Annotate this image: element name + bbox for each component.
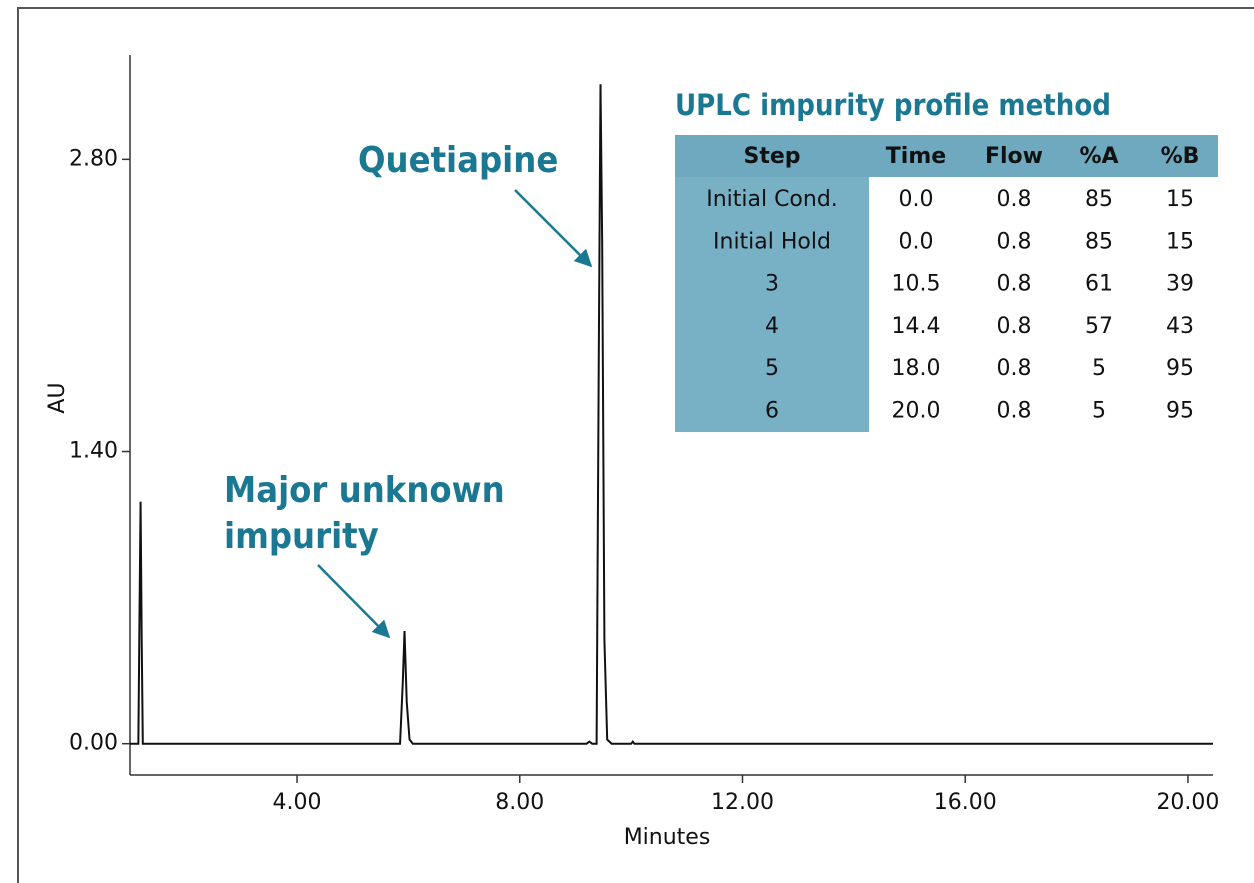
y-tick-label: 1.40: [69, 439, 118, 464]
table-cell: 95: [1166, 356, 1194, 381]
table-cell: 3: [765, 272, 779, 297]
table-cell: 5: [1092, 399, 1106, 424]
table-cell: 0.8: [997, 399, 1032, 424]
table-cell: 43: [1166, 314, 1194, 339]
table-cell: 5: [765, 356, 779, 381]
table-header: %B: [1161, 144, 1200, 169]
x-axis-label: Minutes: [624, 825, 711, 850]
table-header-bg: [675, 135, 1218, 177]
x-tick-label: 8.00: [495, 790, 544, 815]
table-cell: 61: [1085, 272, 1113, 297]
table-cell: 15: [1166, 229, 1194, 254]
table-header: Time: [886, 144, 946, 169]
arrow: [317, 564, 391, 639]
table-cell: 39: [1166, 272, 1194, 297]
table-cell: 4: [765, 314, 779, 339]
x-tick-label: 4.00: [273, 790, 322, 815]
table-cell: 85: [1085, 229, 1113, 254]
table: [675, 135, 1218, 432]
y-tick-label: 2.80: [69, 146, 118, 171]
annotation: impurity: [224, 516, 379, 557]
table-header: Flow: [985, 144, 1043, 169]
table-cell: 0.0: [899, 187, 934, 212]
table-cell: 0.8: [997, 272, 1032, 297]
x-tick-label: 16.00: [934, 790, 997, 815]
table-cell: 20.0: [892, 399, 941, 424]
table-cell: 95: [1166, 399, 1194, 424]
table-cell: 6: [765, 399, 779, 424]
table-cell: 10.5: [892, 272, 941, 297]
table-cell: 0.8: [997, 187, 1032, 212]
table-cell: 57: [1085, 314, 1113, 339]
table-cell: 5: [1092, 356, 1106, 381]
x-tick-label: 12.00: [711, 790, 774, 815]
y-tick-label: 0.00: [69, 731, 118, 756]
annotation: Major unknown: [224, 470, 505, 511]
table-cell: Initial Hold: [713, 229, 831, 254]
table-cell: 0.8: [997, 229, 1032, 254]
table-header: %A: [1079, 144, 1118, 169]
table-cell: 18.0: [892, 356, 941, 381]
table-cell: 85: [1085, 187, 1113, 212]
table-cell: 15: [1166, 187, 1194, 212]
y-axis-label: AU: [45, 382, 70, 413]
table-title: UPLC impurity profile method: [675, 88, 1111, 122]
table-column-bg: [675, 177, 869, 432]
trace: [130, 84, 1213, 745]
arrow: [514, 189, 593, 268]
table-cell: Initial Cond.: [706, 187, 838, 212]
table-cell: 14.4: [892, 314, 941, 339]
table-cell: 0.0: [899, 229, 934, 254]
x-tick-label: 20.00: [1156, 790, 1219, 815]
table-header: Step: [743, 144, 800, 169]
table-cell: 0.8: [997, 356, 1032, 381]
table-cell: 0.8: [997, 314, 1032, 339]
annotation: Quetiapine: [358, 140, 558, 181]
